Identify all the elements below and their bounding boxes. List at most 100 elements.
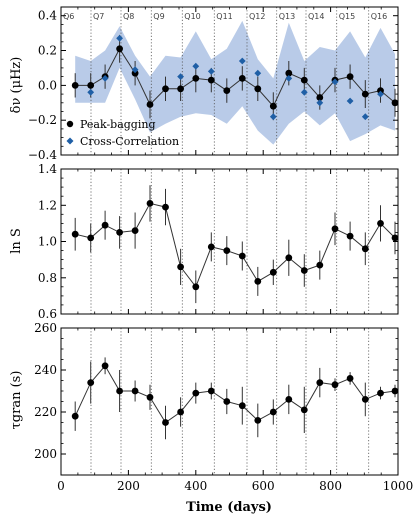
quarter-label: Q6 bbox=[63, 12, 74, 21]
quarter-label: Q8 bbox=[123, 12, 134, 21]
y-tick-label: 0.0 bbox=[38, 78, 57, 92]
cross-correlation-point bbox=[300, 88, 308, 96]
data-point bbox=[361, 90, 369, 98]
cross-correlation-point bbox=[177, 73, 184, 80]
data-point bbox=[377, 87, 384, 94]
y-tick-label: 260 bbox=[34, 321, 57, 335]
data-point bbox=[223, 398, 231, 405]
series-line bbox=[75, 202, 396, 288]
data-point bbox=[346, 232, 354, 240]
data-point bbox=[146, 393, 154, 401]
data-point bbox=[316, 261, 324, 269]
y-tick-label: 1.4 bbox=[38, 162, 57, 176]
cross-correlation-point bbox=[377, 90, 384, 98]
data-point bbox=[116, 387, 123, 395]
cross-correlation-point bbox=[116, 34, 123, 42]
data-point bbox=[162, 203, 169, 211]
quarter-label: Q15 bbox=[339, 12, 355, 21]
data-marks bbox=[71, 185, 399, 304]
data-point bbox=[346, 375, 354, 382]
xlabel: Time (days) bbox=[186, 500, 272, 515]
data-point bbox=[316, 94, 324, 101]
data-point bbox=[300, 406, 308, 414]
uncertainty-band bbox=[75, 20, 395, 145]
quarter-boundaries bbox=[90, 328, 370, 475]
quarter-label: Q11 bbox=[216, 12, 232, 21]
data-point bbox=[391, 99, 399, 107]
ylabel-panel-2: ln S bbox=[9, 228, 24, 254]
ylabel-panel-3: τgran (s) bbox=[9, 371, 24, 430]
data-point bbox=[146, 101, 154, 108]
data-point bbox=[177, 408, 185, 416]
legend-label-peak-bagging: Peak-bagging bbox=[80, 118, 156, 131]
y-tick-label: 0.8 bbox=[38, 271, 57, 285]
cross-correlation-point bbox=[131, 66, 139, 74]
quarter-label: Q9 bbox=[153, 12, 164, 21]
data-point bbox=[238, 75, 246, 82]
cross-correlation-point bbox=[346, 97, 354, 105]
data-point bbox=[131, 69, 139, 77]
data-marks bbox=[71, 357, 399, 440]
data-point bbox=[285, 69, 293, 77]
data-point bbox=[254, 278, 262, 285]
data-point bbox=[391, 234, 399, 242]
legend: Peak-bagging Cross-Correlation bbox=[66, 118, 179, 148]
panel-amplitude: 0.6 0.8 1.0 1.2 1.4 ln S bbox=[9, 162, 399, 321]
quarter-labels: Q6 Q7 Q8 Q9 Q10 Q11 Q12 Q13 Q14 Q15 Q16 bbox=[63, 12, 387, 21]
series-line bbox=[74, 364, 396, 424]
axes: 200 220 240 260 0 200 400 600 800 1000 bbox=[34, 321, 413, 493]
data-point bbox=[192, 75, 200, 82]
data-point bbox=[146, 200, 154, 207]
data-point bbox=[331, 381, 339, 389]
data-point bbox=[177, 85, 185, 93]
data-point bbox=[238, 252, 246, 260]
data-point bbox=[192, 283, 200, 291]
legend-marker-cross-correlation bbox=[66, 137, 74, 145]
x-tick-label: 0 bbox=[57, 479, 65, 493]
y-tick-label: 220 bbox=[34, 405, 57, 419]
data-point bbox=[223, 247, 231, 255]
y-tick-label: 1.0 bbox=[38, 235, 57, 249]
data-point bbox=[177, 263, 185, 271]
data-point bbox=[207, 76, 215, 84]
quarter-label: Q13 bbox=[279, 12, 295, 21]
y-tick-label: 0.2 bbox=[38, 44, 57, 58]
cross-correlation-point bbox=[316, 99, 324, 107]
data-point bbox=[269, 268, 277, 276]
data-point bbox=[71, 230, 79, 238]
quarter-label: Q14 bbox=[308, 12, 324, 21]
data-point bbox=[285, 396, 293, 403]
x-tick-label: 1000 bbox=[383, 479, 414, 493]
data-point bbox=[71, 412, 79, 420]
data-point bbox=[131, 387, 139, 395]
quarter-label: Q12 bbox=[249, 12, 265, 21]
data-point bbox=[207, 387, 215, 395]
data-point bbox=[87, 379, 95, 386]
data-point bbox=[377, 220, 384, 227]
cross-correlation-point bbox=[269, 113, 277, 121]
data-point bbox=[285, 254, 293, 262]
y-tick-label: −0.2 bbox=[28, 113, 57, 127]
data-point bbox=[116, 45, 123, 53]
data-point bbox=[377, 389, 384, 397]
data-point bbox=[238, 402, 246, 410]
data-point bbox=[300, 76, 308, 84]
plot-frame bbox=[60, 168, 399, 315]
data-marks bbox=[71, 34, 399, 121]
y-tick-label: 200 bbox=[34, 447, 57, 461]
x-tick-label: 200 bbox=[117, 479, 140, 493]
x-tick-label: 600 bbox=[252, 479, 275, 493]
quarter-label: Q7 bbox=[93, 12, 104, 21]
y-tick-label: 0.6 bbox=[38, 307, 57, 321]
cross-correlation-point bbox=[101, 75, 109, 82]
cross-correlation-point bbox=[285, 75, 293, 82]
data-point bbox=[269, 408, 277, 416]
data-point bbox=[361, 245, 369, 253]
cross-correlation-point bbox=[238, 57, 246, 65]
legend-marker-peak-bagging bbox=[66, 120, 74, 128]
data-point bbox=[254, 417, 262, 424]
axes: 0.6 0.8 1.0 1.2 1.4 bbox=[38, 162, 399, 321]
y-tick-label: 1.2 bbox=[38, 198, 57, 212]
data-point bbox=[101, 362, 109, 370]
